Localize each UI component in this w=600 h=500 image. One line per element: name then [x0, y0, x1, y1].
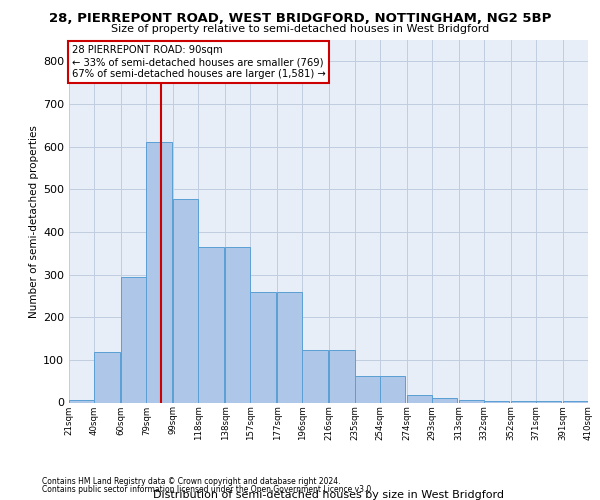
Bar — [458, 400, 484, 402]
Bar — [199, 247, 224, 402]
Bar — [250, 292, 276, 403]
Bar — [94, 352, 119, 403]
Y-axis label: Number of semi-detached properties: Number of semi-detached properties — [29, 125, 39, 318]
Bar — [511, 401, 536, 402]
Text: Contains HM Land Registry data © Crown copyright and database right 2024.: Contains HM Land Registry data © Crown c… — [42, 477, 341, 486]
Bar — [302, 350, 328, 403]
Bar — [329, 350, 355, 403]
X-axis label: Distribution of semi-detached houses by size in West Bridgford: Distribution of semi-detached houses by … — [153, 490, 504, 500]
Bar — [69, 400, 94, 402]
Bar — [380, 376, 405, 402]
Bar — [225, 247, 250, 402]
Bar — [484, 401, 509, 402]
Bar — [407, 395, 432, 402]
Bar — [173, 199, 199, 402]
Bar — [536, 401, 562, 402]
Text: Size of property relative to semi-detached houses in West Bridgford: Size of property relative to semi-detach… — [111, 24, 489, 34]
Bar — [432, 398, 457, 402]
Text: 28, PIERREPONT ROAD, WEST BRIDGFORD, NOTTINGHAM, NG2 5BP: 28, PIERREPONT ROAD, WEST BRIDGFORD, NOT… — [49, 12, 551, 26]
Text: Contains public sector information licensed under the Open Government Licence v3: Contains public sector information licen… — [42, 484, 374, 494]
Bar — [146, 142, 172, 403]
Bar — [563, 401, 588, 402]
Bar — [121, 277, 146, 402]
Bar — [277, 292, 302, 403]
Text: 28 PIERREPONT ROAD: 90sqm
← 33% of semi-detached houses are smaller (769)
67% of: 28 PIERREPONT ROAD: 90sqm ← 33% of semi-… — [71, 46, 325, 78]
Bar — [355, 376, 380, 402]
